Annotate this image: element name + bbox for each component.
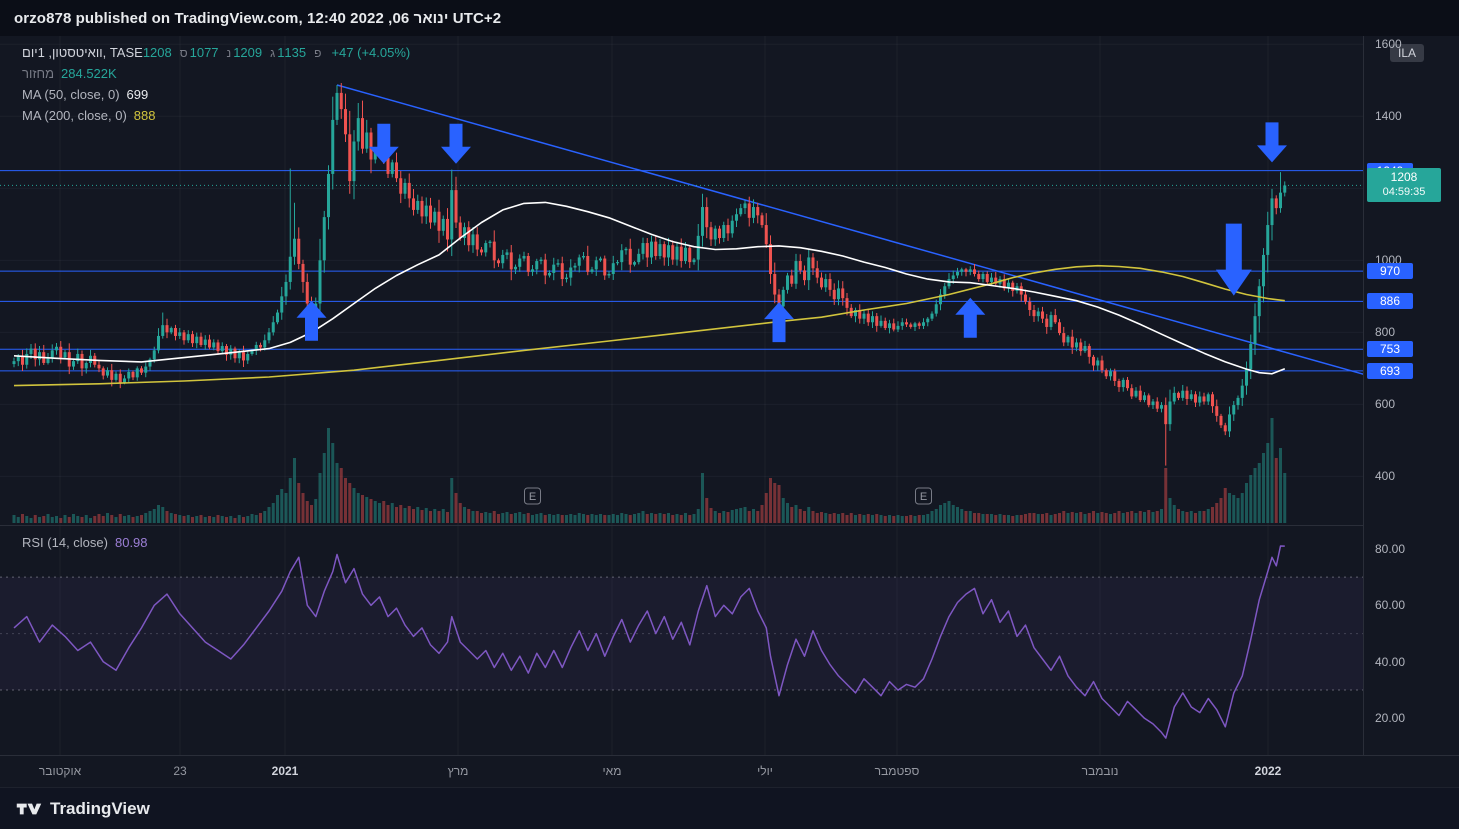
price-level-label[interactable]: 970 <box>1367 263 1413 280</box>
sell-arrow[interactable] <box>368 123 399 164</box>
rsi-axis-tick: 20.00 <box>1375 711 1406 726</box>
rsi-chart-canvas[interactable] <box>0 526 1363 755</box>
time-axis-label[interactable]: ספטמבר <box>874 764 920 778</box>
volume-bars <box>12 418 1287 523</box>
time-axis-label[interactable]: 2022 <box>1254 764 1282 778</box>
tradingview-logo-icon <box>16 803 42 814</box>
footer-bar: TradingView <box>0 787 1459 829</box>
rsi-axis-tick: 60.00 <box>1375 598 1406 613</box>
sell-arrow[interactable] <box>1215 223 1252 296</box>
buy-arrow[interactable] <box>955 297 986 338</box>
buy-arrow[interactable] <box>764 302 794 343</box>
ma200-line[interactable] <box>13 264 1285 387</box>
time-axis-label[interactable]: מרץ <box>447 764 469 778</box>
symbol-flag[interactable]: ILA <box>1390 44 1425 62</box>
buy-arrow[interactable] <box>296 300 327 341</box>
sell-arrow[interactable] <box>441 123 471 164</box>
price-axis-tick: 1600 <box>1375 37 1402 52</box>
rsi-pane[interactable]: RSI (14, close) 80.98 <box>0 525 1363 755</box>
price-level-label[interactable]: 753 <box>1367 341 1413 358</box>
price-axis-tick: 400 <box>1375 469 1396 484</box>
earnings-marker[interactable] <box>915 487 932 505</box>
time-axis-label[interactable]: אוקטובר <box>38 764 82 778</box>
publish-text: orzo878 published on TradingView.com, 12… <box>14 9 502 27</box>
publish-banner: orzo878 published on TradingView.com, 12… <box>0 0 1459 36</box>
last-price-label[interactable]: 1208 04:59:35 <box>1367 168 1441 203</box>
ma50-line[interactable] <box>13 201 1286 375</box>
price-axis[interactable]: ILA 160014001000800600400124997088675369… <box>1363 36 1459 755</box>
price-level-label[interactable]: 886 <box>1367 293 1413 310</box>
price-axis-tick: 600 <box>1375 397 1396 412</box>
price-axis-tick: 1400 <box>1375 109 1402 124</box>
price-level-label[interactable]: 693 <box>1367 362 1413 379</box>
time-axis-label[interactable]: מאי <box>602 764 622 778</box>
time-axis-label[interactable]: נובמבר <box>1081 764 1119 778</box>
earnings-marker[interactable] <box>524 487 541 505</box>
brand-name: TradingView <box>50 798 150 818</box>
trendline[interactable] <box>336 84 1363 375</box>
rsi-axis-tick: 40.00 <box>1375 654 1406 669</box>
time-axis-label[interactable]: 2021 <box>271 764 299 778</box>
svg-text:E: E <box>920 491 927 503</box>
time-axis-label[interactable]: 23 <box>173 764 187 778</box>
candles <box>12 83 1287 466</box>
sell-arrow[interactable] <box>1257 122 1287 163</box>
rsi-axis-tick: 80.00 <box>1375 541 1406 556</box>
rsi-line[interactable] <box>13 545 1285 739</box>
price-axis-tick: 800 <box>1375 325 1396 340</box>
time-axis[interactable]: אוקטובר 23 2021 מרץ מאי יולי ספטמבר נובמבר 2022 <box>0 755 1459 787</box>
svg-text:E: E <box>529 491 536 503</box>
rsi-band <box>0 577 1363 691</box>
time-axis-label[interactable]: יולי <box>757 764 773 778</box>
tradingview-logo[interactable]: TradingView <box>16 799 150 819</box>
